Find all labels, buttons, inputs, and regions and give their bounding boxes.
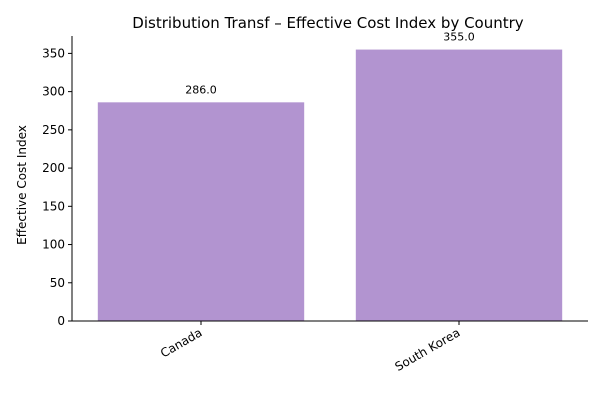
y-tick-label: 0 xyxy=(57,314,65,328)
bar xyxy=(97,102,305,321)
y-tick-label: 300 xyxy=(42,85,65,99)
x-tick-label: Canada xyxy=(158,325,205,360)
bar-value-label: 286.0 xyxy=(185,83,217,96)
y-axis-label: Effective Cost Index xyxy=(15,125,29,245)
y-tick-label: 150 xyxy=(42,199,65,213)
chart-title: Distribution Transf – Effective Cost Ind… xyxy=(132,14,524,32)
bar xyxy=(355,49,563,321)
y-tick-label: 50 xyxy=(50,276,65,290)
y-tick-label: 100 xyxy=(42,238,65,252)
y-tick-label: 250 xyxy=(42,123,65,137)
y-tick-label: 350 xyxy=(42,46,65,60)
y-tick-label: 200 xyxy=(42,161,65,175)
bar-value-label: 355.0 xyxy=(443,31,475,44)
x-tick-label: South Korea xyxy=(393,325,463,373)
plot-area: 0 50 100 150 200 250 300 350 286.0 Canada 355.0 Sou… xyxy=(42,31,588,374)
